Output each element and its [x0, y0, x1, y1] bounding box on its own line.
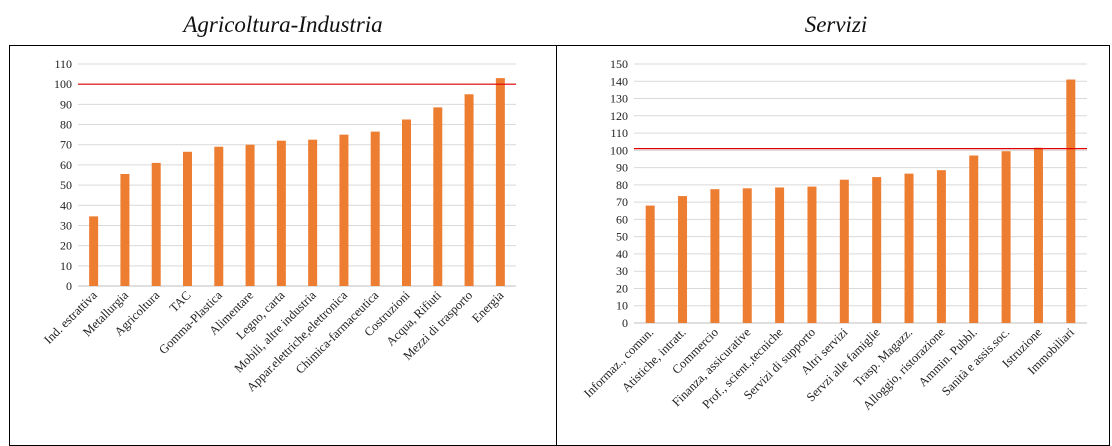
right-ytick-label: 10: [616, 299, 628, 313]
right-ytick-label: 140: [610, 74, 628, 88]
left-category-label: Energia: [469, 288, 507, 326]
chart-title-left: Agricoltura-Industria: [183, 12, 383, 37]
right-ytick-label: 100: [610, 143, 628, 157]
left-bar: [308, 139, 318, 286]
right-bar: [1033, 147, 1043, 323]
left-ytick-label: 20: [60, 239, 72, 253]
left-bar: [89, 216, 99, 286]
right-bar: [904, 173, 914, 323]
right-ytick-label: 50: [616, 230, 628, 244]
right-ytick-label: 20: [616, 281, 628, 295]
right-bar: [710, 189, 720, 323]
right-bar: [1001, 151, 1011, 323]
left-ytick-label: 100: [54, 77, 72, 91]
right-bar: [807, 186, 817, 323]
left-bar: [183, 151, 192, 286]
right-bar: [839, 179, 849, 323]
right-ytick-label: 130: [610, 92, 628, 106]
left-bar: [370, 131, 380, 286]
left-bar: [276, 140, 286, 286]
right-bar: [645, 205, 655, 323]
left-ytick-label: 90: [60, 97, 72, 111]
right-ytick-label: 40: [616, 247, 628, 261]
right-ytick-label: 90: [616, 161, 628, 175]
left-bar: [151, 162, 161, 286]
right-ytick-label: 120: [610, 109, 628, 123]
left-bar: [214, 146, 224, 286]
left-ytick-label: 0: [66, 279, 72, 293]
right-ytick-label: 110: [610, 126, 628, 140]
left-bar: [120, 173, 130, 286]
left-ytick-label: 10: [60, 259, 72, 273]
right-bar: [936, 170, 946, 323]
right-bar: [872, 177, 882, 323]
left-category-label: TAC: [167, 288, 194, 315]
right-ytick-label: 80: [616, 178, 628, 192]
left-ytick-label: 60: [60, 158, 72, 172]
right-bar: [678, 196, 688, 323]
right-ytick-label: 30: [616, 264, 628, 278]
left-ytick-label: 110: [54, 57, 72, 71]
left-bar: [245, 144, 255, 286]
right-bar: [775, 187, 785, 323]
left-ytick-label: 80: [60, 118, 72, 132]
right-ytick-label: 150: [610, 57, 628, 71]
left-ytick-label: 30: [60, 218, 72, 232]
chart-title-right: Servizi: [804, 12, 868, 37]
left-bar: [433, 107, 443, 287]
right-ytick-label: 0: [622, 316, 628, 330]
left-ytick-label: 70: [60, 138, 72, 152]
right-bar: [969, 155, 979, 323]
left-ytick-label: 50: [60, 178, 72, 192]
left-bar: [495, 78, 505, 286]
left-bar: [339, 134, 349, 286]
right-bar: [1066, 79, 1076, 323]
right-ytick-label: 70: [616, 195, 628, 209]
left-bar: [402, 119, 411, 286]
panel-top-border: [9, 45, 1110, 46]
right-ytick-label: 60: [616, 212, 628, 226]
right-bar: [742, 188, 752, 323]
left-ytick-label: 40: [60, 198, 72, 212]
left-bar: [464, 94, 474, 286]
